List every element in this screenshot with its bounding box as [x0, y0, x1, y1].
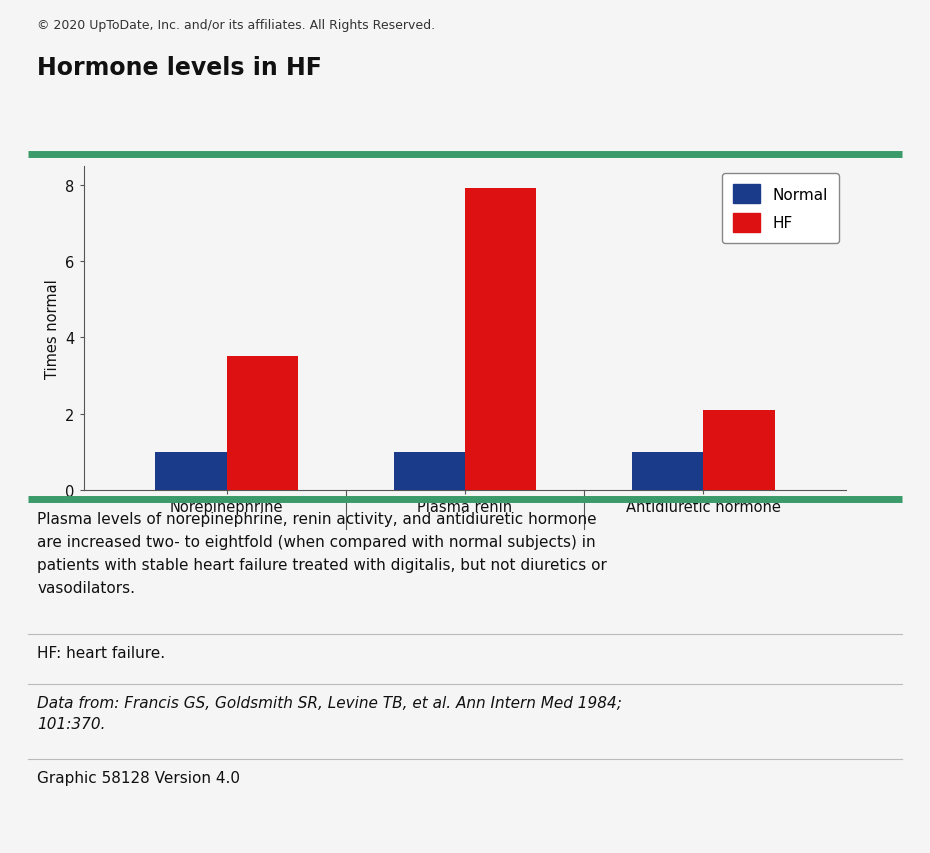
Legend: Normal, HF: Normal, HF	[723, 174, 839, 244]
Bar	[703, 410, 775, 490]
Bar	[155, 452, 227, 490]
Bar	[465, 189, 537, 490]
Text: © 2020 UpToDate, Inc. and/or its affiliates. All Rights Reserved.: © 2020 UpToDate, Inc. and/or its affilia…	[37, 19, 435, 32]
Text: Data from: Francis GS, Goldsmith SR, Levine TB, et al. Ann Intern Med 1984;
101:: Data from: Francis GS, Goldsmith SR, Lev…	[37, 695, 622, 731]
Text: Graphic 58128 Version 4.0: Graphic 58128 Version 4.0	[37, 770, 240, 786]
Text: HF: heart failure.: HF: heart failure.	[37, 646, 166, 661]
Text: Hormone levels in HF: Hormone levels in HF	[37, 56, 322, 80]
Bar	[631, 452, 703, 490]
Text: Plasma levels of norepinephrine, renin activity, and antidiuretic hormone
are in: Plasma levels of norepinephrine, renin a…	[37, 512, 607, 595]
Bar	[227, 357, 299, 490]
Y-axis label: Times normal: Times normal	[45, 279, 60, 378]
Bar	[393, 452, 465, 490]
